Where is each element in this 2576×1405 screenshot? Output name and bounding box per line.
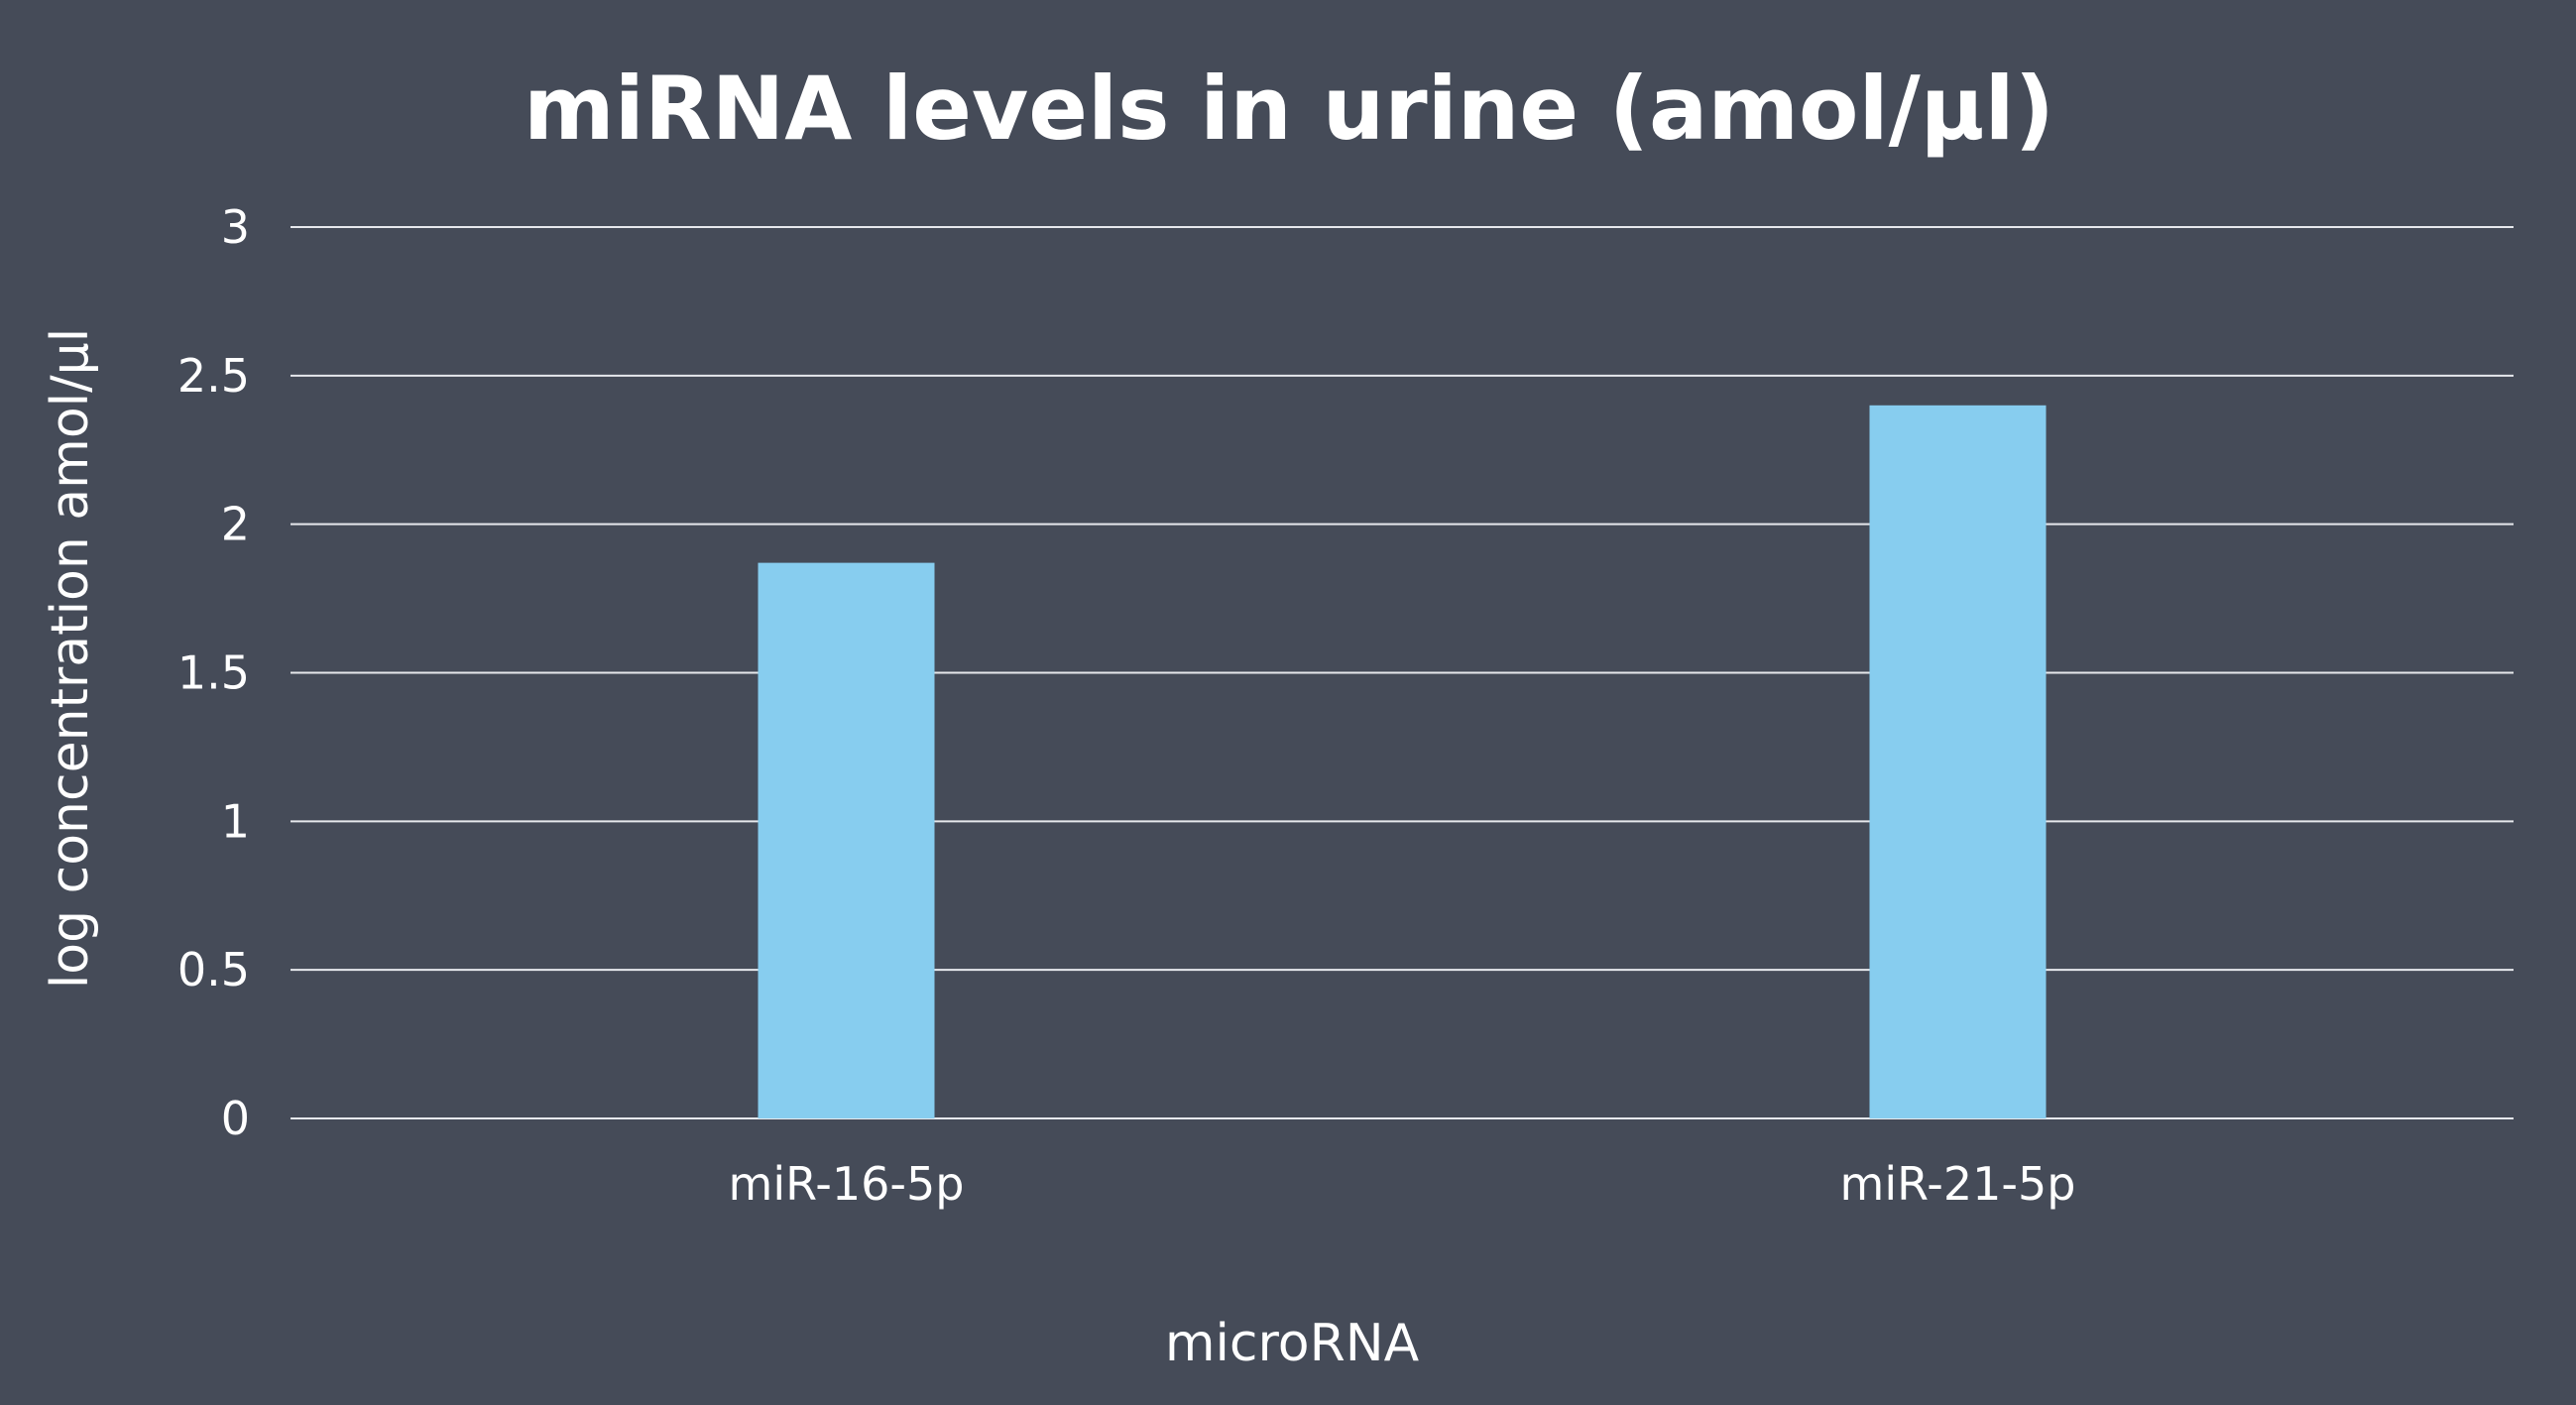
y-tick-label: 0 xyxy=(221,1092,250,1145)
y-tick-label: 0.5 xyxy=(177,943,250,996)
x-axis-label: microRNA xyxy=(1165,1314,1420,1373)
x-axis-ticks: miR-16-5p miR-21-5p xyxy=(729,1157,2076,1211)
bars xyxy=(758,405,2047,1118)
y-tick-label: 2 xyxy=(221,498,250,551)
y-tick-label: 1 xyxy=(221,794,250,848)
y-tick-label: 3 xyxy=(221,200,250,254)
x-tick-label: miR-21-5p xyxy=(1840,1157,2076,1211)
y-tick-label: 2.5 xyxy=(177,349,250,403)
y-axis-ticks: 0 0.5 1 1.5 2 2.5 3 xyxy=(177,200,250,1145)
x-tick-label: miR-16-5p xyxy=(729,1157,965,1211)
chart-title: miRNA levels in urine (amol/µl) xyxy=(524,58,2054,160)
gridlines xyxy=(291,226,2514,1119)
y-axis-label: log concentration amol/µl xyxy=(41,328,100,989)
bar-mir-16-5p xyxy=(758,562,935,1118)
y-tick-label: 1.5 xyxy=(177,646,250,700)
bar-mir-21-5p xyxy=(1869,405,2047,1118)
